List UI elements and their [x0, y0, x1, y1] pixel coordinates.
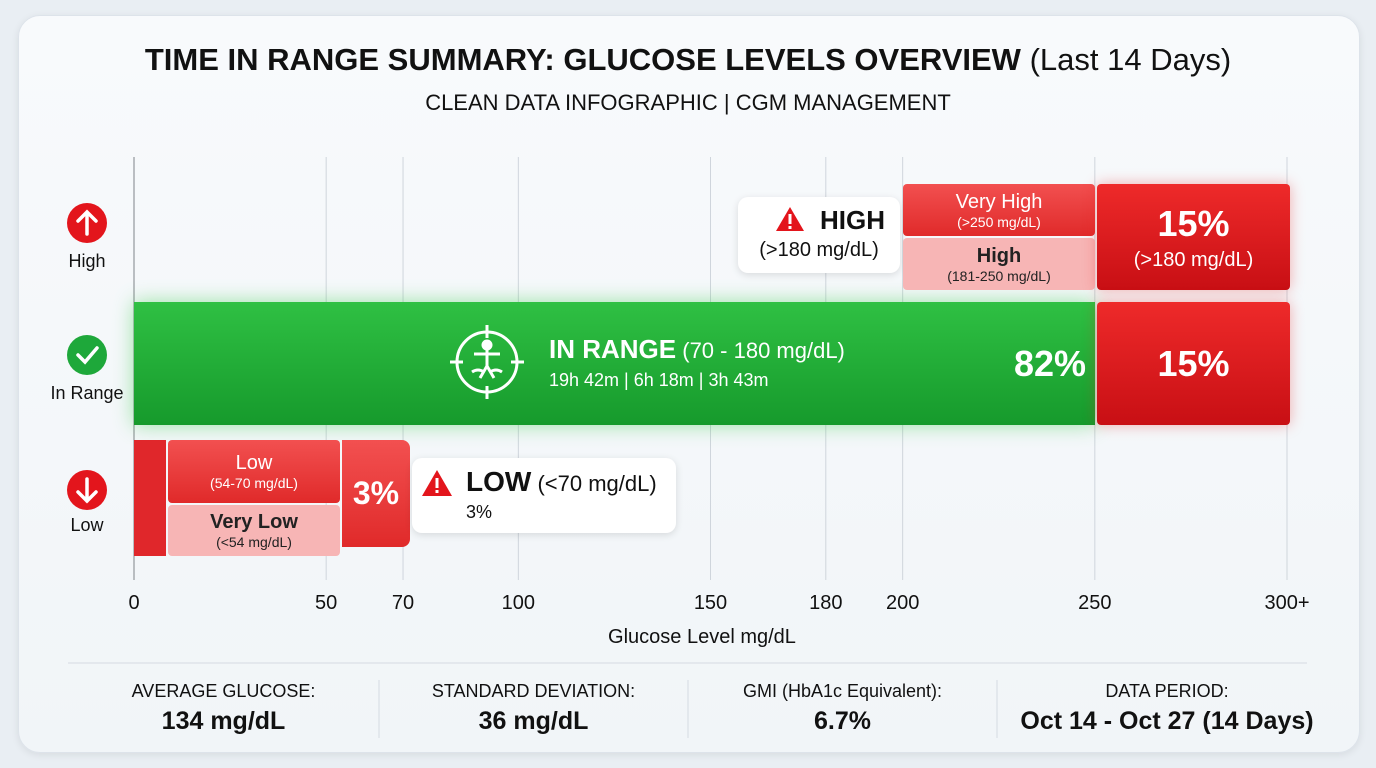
stat-value: 36 mg/dL [478, 707, 589, 735]
segment-name: Low [235, 452, 273, 474]
very-high-segment: Very High (>250 mg/dL) [903, 184, 1095, 236]
stat-value: 134 mg/dL [161, 707, 286, 735]
high-callout: HIGH (>180 mg/dL) [738, 197, 900, 273]
low-total: 3% [342, 440, 410, 547]
stat-label: GMI (HbA1c Equivalent): [742, 681, 943, 701]
stat-label: AVERAGE GLUCOSE: [131, 681, 316, 701]
in-range-range: (70 - 180 mg/dL) [682, 338, 845, 363]
x-tick-label: 200 [886, 592, 919, 614]
segment-range: (181-250 mg/dL) [947, 267, 1051, 284]
title-main: TIME IN RANGE SUMMARY: GLUCOSE LEVELS OV… [144, 42, 1021, 77]
segment-name: Very Low [210, 511, 298, 533]
high-icon [67, 203, 107, 243]
stat-value: 6.7% [814, 707, 871, 735]
callout-range: (>180 mg/dL) [759, 239, 879, 261]
x-tick-label: 300+ [1264, 592, 1309, 614]
x-axis-label: Glucose Level mg/dL [608, 626, 796, 648]
segment-name: High [976, 244, 1022, 267]
in-range-icon [67, 335, 107, 375]
subtitle: CLEAN DATA INFOGRAPHIC | CGM MANAGEMENT [425, 90, 951, 115]
total-percent: 15% [1157, 202, 1230, 244]
total-percent: 3% [352, 475, 400, 511]
row-label: High [68, 251, 106, 271]
row-label: Low [70, 515, 104, 535]
segment-range: (<54 mg/dL) [216, 534, 292, 550]
stat-label: DATA PERIOD: [1105, 681, 1229, 701]
low-icon [67, 470, 107, 510]
callout-title: HIGH [820, 205, 885, 235]
total-range: (>180 mg/dL) [1133, 248, 1254, 271]
x-tick-label: 70 [392, 592, 414, 614]
row-label: In Range [50, 383, 124, 403]
segment-range: (54-70 mg/dL) [210, 475, 298, 491]
low-sliver [134, 440, 166, 556]
in-range-bar [134, 302, 1095, 425]
x-tick-label: 100 [502, 592, 535, 614]
callout-range: (<70 mg/dL) [537, 471, 657, 496]
segment-range: (>250 mg/dL) [957, 213, 1041, 230]
in-range-percent: 82% [1013, 343, 1086, 384]
low-callout: LOW (<70 mg/dL) 3% [412, 458, 676, 533]
x-tick-label: 250 [1078, 592, 1111, 614]
title-suffix: (Last 14 Days) [1029, 42, 1232, 77]
callout-value: 3% [466, 502, 493, 522]
segment-name: Very High [955, 190, 1043, 213]
x-tick-label: 180 [809, 592, 842, 614]
low-segment: Low (54-70 mg/dL) [168, 440, 340, 503]
warning-icon [776, 207, 804, 231]
in-range-title: IN RANGE [549, 334, 677, 364]
target-icon [450, 325, 524, 399]
high-total: 15% (>180 mg/dL) [1097, 184, 1290, 290]
stat-label: STANDARD DEVIATION: [431, 681, 636, 701]
durations: 19h 42m | 6h 18m | 3h 43m [549, 370, 769, 390]
stat-value: Oct 14 - Oct 27 (14 Days) [1020, 707, 1314, 735]
high-segment: High (181-250 mg/dL) [903, 238, 1095, 290]
callout-heading: LOW (<70 mg/dL) [466, 466, 657, 498]
in-range-heading: IN RANGE (70 - 180 mg/dL) [549, 334, 845, 365]
high-percent-box: 15% [1097, 302, 1290, 425]
warning-icon [422, 470, 452, 496]
x-tick-label: 0 [128, 592, 139, 614]
x-tick-label: 150 [694, 592, 727, 614]
high-percent: 15% [1157, 342, 1230, 384]
x-tick-label: 50 [315, 592, 337, 614]
callout-title: LOW [466, 466, 532, 497]
very-low-segment: Very Low (<54 mg/dL) [168, 505, 340, 556]
title: TIME IN RANGE SUMMARY: GLUCOSE LEVELS OV… [0, 42, 1376, 78]
